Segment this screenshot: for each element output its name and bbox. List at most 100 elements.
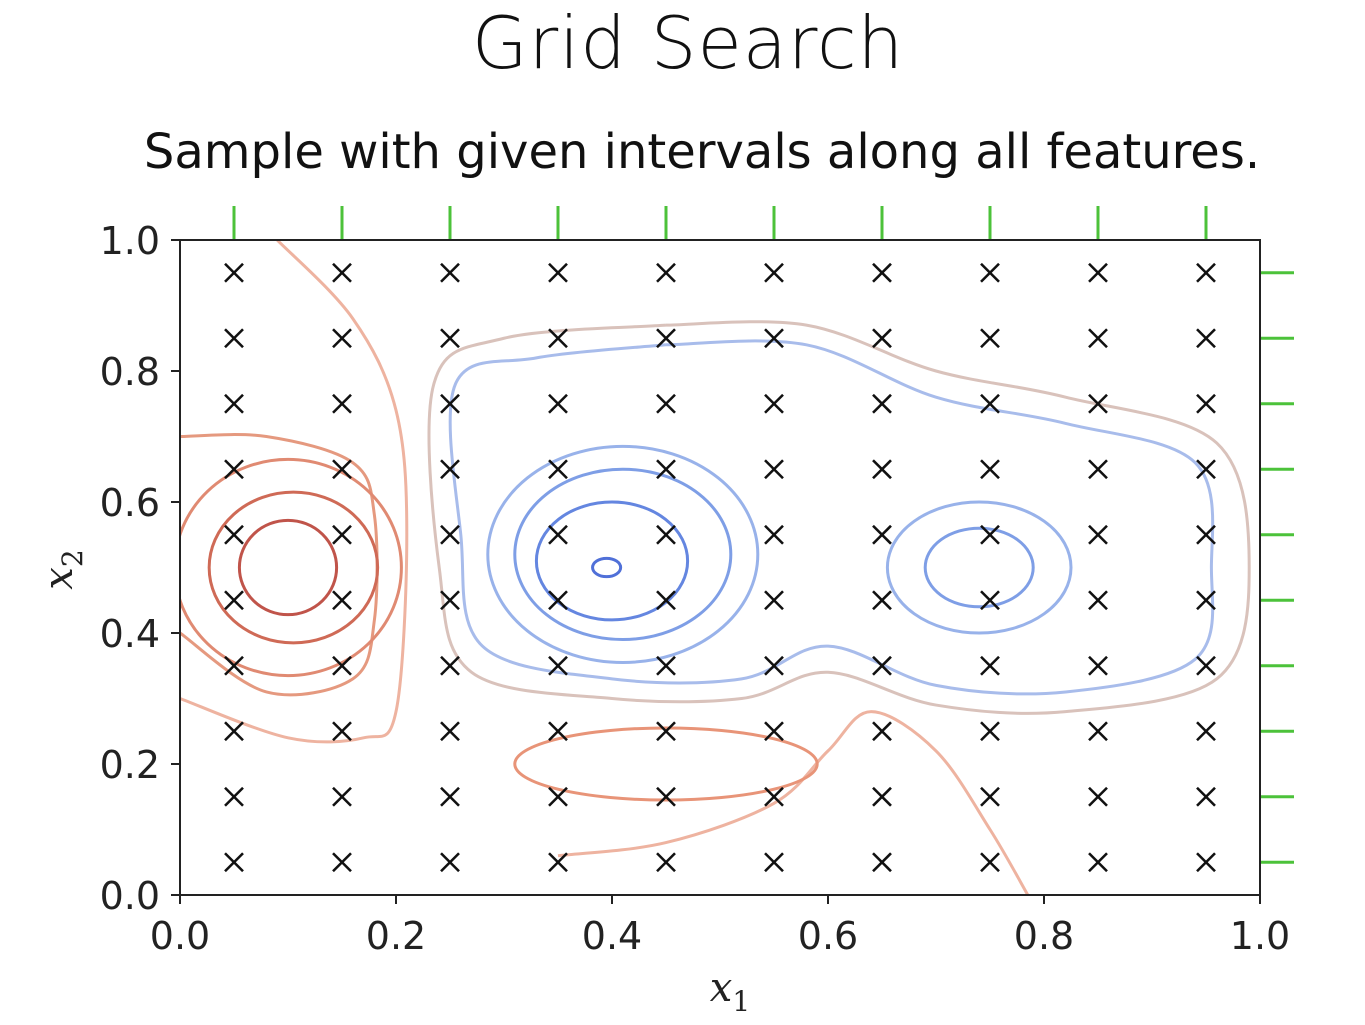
sample-point-marker xyxy=(656,655,676,676)
sample-point-marker xyxy=(224,655,244,676)
contour-ellipse xyxy=(486,444,760,664)
sample-point-marker xyxy=(548,262,568,283)
sample-point-marker xyxy=(224,721,244,742)
sample-point-marker xyxy=(656,852,676,873)
sample-point-marker xyxy=(332,328,352,349)
sample-point-marker xyxy=(332,590,352,611)
sample-point-marker xyxy=(872,393,892,414)
contour-ellipse xyxy=(180,457,403,678)
page-subtitle: Sample with given intervals along all fe… xyxy=(143,124,1261,180)
sample-point-marker xyxy=(440,524,460,545)
sample-point-marker xyxy=(980,786,1000,807)
y-tick-label: 0.2 xyxy=(100,743,160,787)
sample-point-marker xyxy=(224,328,244,349)
sample-point-marker xyxy=(872,524,892,545)
y-tick-label: 0.6 xyxy=(100,481,160,525)
sample-point-marker xyxy=(764,786,784,807)
sample-point-marker xyxy=(656,393,676,414)
contour-ellipse xyxy=(513,467,733,642)
x-axis-label: x1 xyxy=(710,965,750,1018)
sample-point-marker xyxy=(224,393,244,414)
sample-point-marker xyxy=(764,721,784,742)
y-axis-label-sub: 2 xyxy=(56,549,89,567)
sample-point-marker xyxy=(440,393,460,414)
sample-point-marker xyxy=(1196,262,1216,283)
sample-point-marker xyxy=(1088,393,1108,414)
sample-point-marker xyxy=(980,655,1000,676)
sample-point-marker xyxy=(548,393,568,414)
sample-point-marker xyxy=(1196,590,1216,611)
sample-point-marker xyxy=(764,328,784,349)
x-axis-label-main: x xyxy=(710,965,733,1011)
sample-point-marker xyxy=(1196,459,1216,480)
sample-point-marker xyxy=(980,590,1000,611)
x-tick-label: 0.4 xyxy=(582,914,642,958)
x-tick-label: 0.2 xyxy=(366,914,426,958)
y-axis-label: x2 xyxy=(36,549,89,589)
y-tick-label: 0.4 xyxy=(100,612,160,656)
y-tick-label: 0.8 xyxy=(100,350,160,394)
sample-point-marker xyxy=(1088,524,1108,545)
sample-point-marker xyxy=(656,721,676,742)
sample-point-marker xyxy=(764,393,784,414)
sample-point-marker xyxy=(548,786,568,807)
sample-point-marker xyxy=(764,524,784,545)
sample-point-marker xyxy=(224,590,244,611)
sample-point-marker xyxy=(548,852,568,873)
rug-ticks xyxy=(232,206,1294,864)
sample-point-marker xyxy=(656,524,676,545)
sample-point-marker xyxy=(872,852,892,873)
sample-point-marker xyxy=(332,262,352,283)
sample-point-marker xyxy=(1088,328,1108,349)
sample-point-marker xyxy=(1088,590,1108,611)
axis-ticks: 0.0 0.2 0.4 0.6 0.8 1.0 0.0 0.2 0.4 0.6 0.8 1.0 xyxy=(100,219,1291,958)
sample-point-marker xyxy=(332,524,352,545)
x-tick-label: 0.6 xyxy=(798,914,858,958)
x-tick-label: 0.0 xyxy=(150,914,210,958)
sample-point-marker xyxy=(656,590,676,611)
sample-point-marker xyxy=(980,393,1000,414)
sample-point-marker xyxy=(872,655,892,676)
sample-point-marker xyxy=(1088,655,1108,676)
sample-point-marker xyxy=(1196,393,1216,414)
page-title: Grid Search xyxy=(471,1,905,85)
sample-point-marker xyxy=(440,459,460,480)
sample-point-marker xyxy=(440,262,460,283)
sample-point-marker xyxy=(872,459,892,480)
sample-point-marker xyxy=(656,328,676,349)
sample-point-marker xyxy=(1196,721,1216,742)
sample-point-marker xyxy=(980,721,1000,742)
x-tick-label: 0.8 xyxy=(1014,914,1074,958)
sample-point-marker xyxy=(224,262,244,283)
sample-point-marker xyxy=(872,328,892,349)
sample-point-marker xyxy=(332,655,352,676)
contour-line xyxy=(180,240,409,744)
y-axis-label-main: x xyxy=(36,567,82,590)
sample-point-marker xyxy=(764,655,784,676)
contour-ellipse xyxy=(513,726,819,802)
contour-ellipse xyxy=(237,518,339,617)
y-tick-label: 0.0 xyxy=(100,874,160,918)
sample-point-marker xyxy=(764,262,784,283)
sample-point-marker xyxy=(656,459,676,480)
sample-point-marker xyxy=(548,524,568,545)
sample-point-marker xyxy=(224,852,244,873)
sample-point-marker xyxy=(980,262,1000,283)
sample-point-marker xyxy=(980,459,1000,480)
y-tick-label: 1.0 xyxy=(100,219,160,263)
sample-point-marker xyxy=(1196,328,1216,349)
sample-point-marker xyxy=(1196,852,1216,873)
sample-point-marker xyxy=(872,786,892,807)
sample-point-marker xyxy=(1196,524,1216,545)
sample-point-marker xyxy=(548,328,568,349)
x-tick-label: 1.0 xyxy=(1230,914,1290,958)
sample-point-marker xyxy=(548,590,568,611)
sample-point-marker xyxy=(548,655,568,676)
contour-ellipse xyxy=(207,490,380,645)
sample-point-marker xyxy=(548,459,568,480)
sample-point-marker xyxy=(224,524,244,545)
sample-point-marker xyxy=(548,721,568,742)
contour-line xyxy=(427,320,1251,715)
sample-point-marker xyxy=(440,328,460,349)
